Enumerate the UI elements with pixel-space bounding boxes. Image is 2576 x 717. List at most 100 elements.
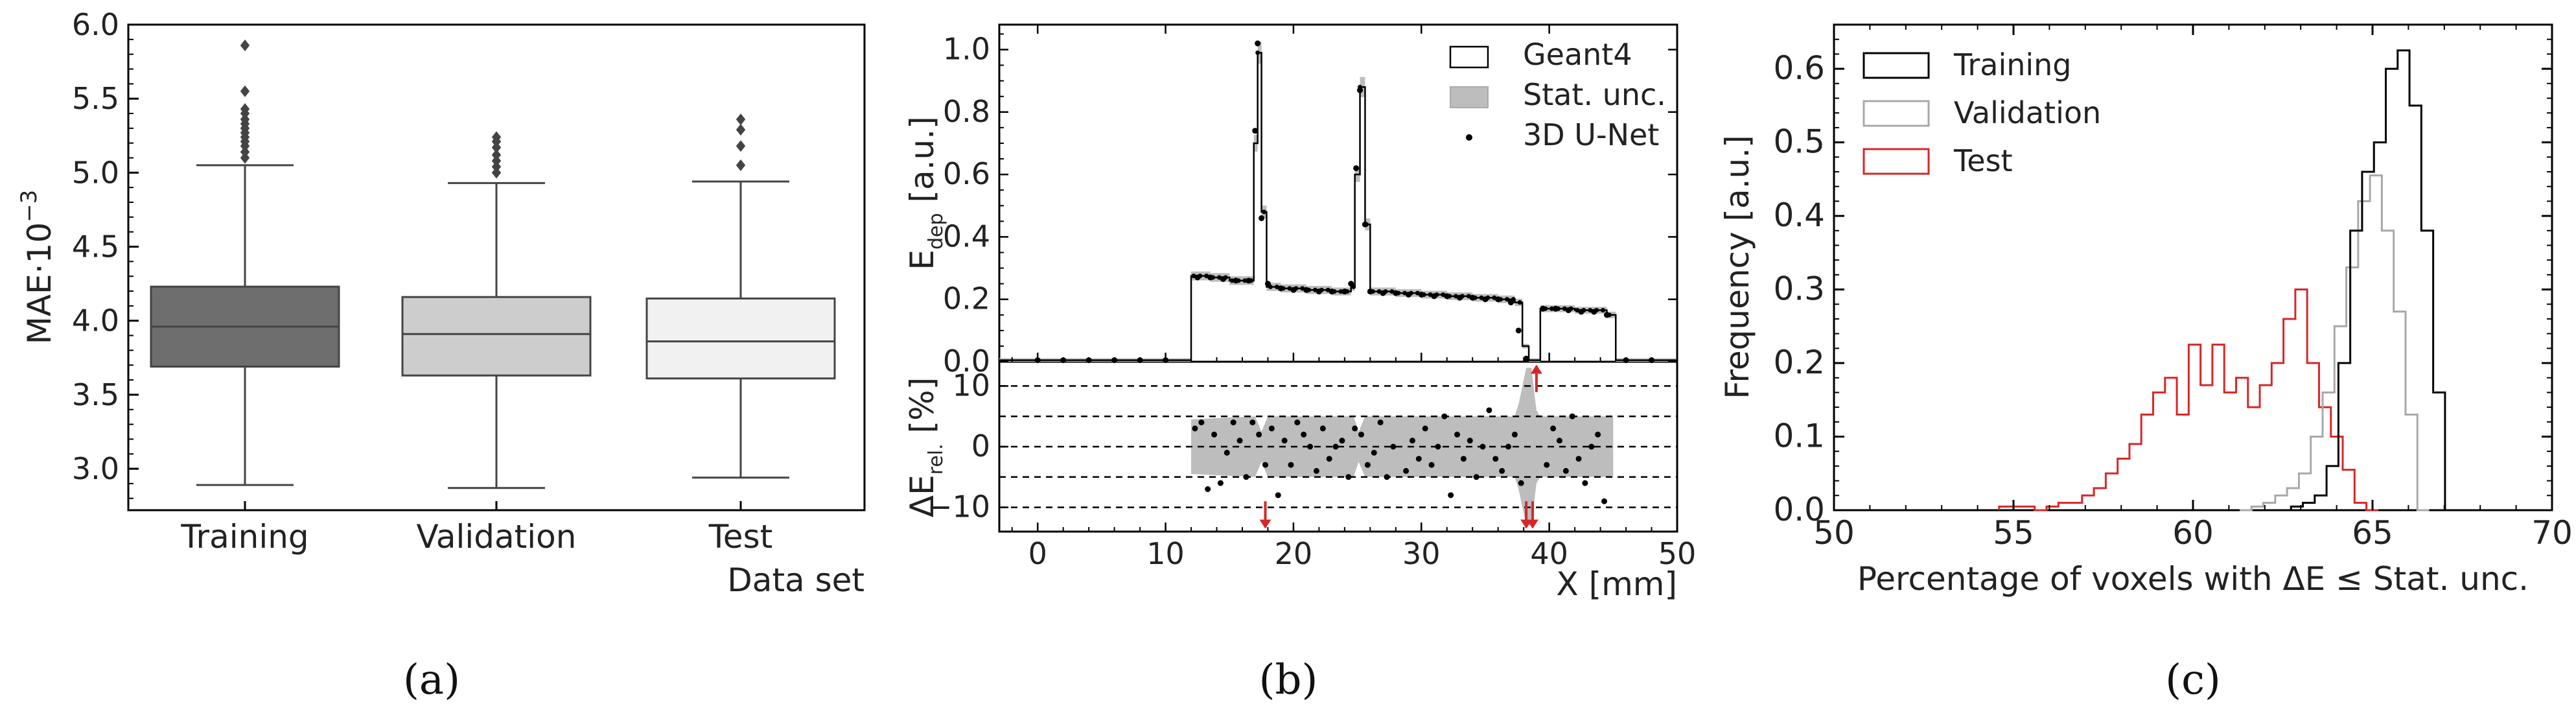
residual-point bbox=[1409, 438, 1415, 444]
y-tick-label: 1.0 bbox=[943, 32, 990, 67]
unet-point bbox=[1312, 287, 1317, 292]
outlier-point bbox=[491, 155, 502, 167]
y-tick-label: 4.0 bbox=[72, 303, 119, 338]
unet-point bbox=[1588, 308, 1593, 313]
y-tick-label: 0.2 bbox=[943, 281, 990, 316]
unet-point bbox=[1281, 286, 1286, 291]
unet-point bbox=[1479, 295, 1484, 300]
panel-c-ticks: 50 55 60 65 70 0.0 0.1 0.2 0.3 0.4 0.5 0.6 bbox=[1773, 25, 2573, 552]
residual-point bbox=[1460, 456, 1467, 462]
box-validation bbox=[401, 131, 592, 489]
x-tick-label: 50 bbox=[1813, 514, 1855, 552]
hist-validation bbox=[2240, 174, 2430, 511]
unet-point bbox=[1523, 355, 1529, 362]
unet-point bbox=[1198, 274, 1203, 279]
residual-point bbox=[1492, 456, 1499, 462]
unet-point bbox=[1332, 289, 1337, 294]
y-tick-label: 0.6 bbox=[943, 156, 990, 191]
panel-c-y-label: Frequency [a.u.] bbox=[1719, 135, 1756, 399]
y-tick-label: 0.2 bbox=[1773, 344, 1825, 381]
residual-point bbox=[1415, 456, 1422, 462]
residual-point bbox=[1192, 425, 1198, 432]
residual-point bbox=[1313, 467, 1319, 474]
residual-point bbox=[1422, 425, 1428, 432]
residual-point bbox=[1352, 425, 1358, 432]
x-category-label: Validation bbox=[417, 518, 577, 556]
residual-point bbox=[1562, 467, 1569, 474]
y-tick-label: 0.8 bbox=[943, 94, 990, 129]
unet-point bbox=[1511, 297, 1516, 302]
residual-points bbox=[1192, 407, 1608, 504]
outlier-point bbox=[240, 152, 250, 164]
unet-point bbox=[1581, 308, 1586, 313]
x-tick-label: 60 bbox=[2172, 514, 2214, 552]
arrow-down-head bbox=[1259, 519, 1271, 529]
residual-point bbox=[1511, 431, 1518, 438]
y-tick-label: 0.1 bbox=[1773, 417, 1825, 455]
unet-point bbox=[1472, 295, 1478, 300]
panel-a-x-categories: Training Validation Test bbox=[180, 501, 772, 556]
panel-b-top-y-label: Edep [a.u.] bbox=[903, 116, 947, 270]
panel-a-boxes bbox=[150, 39, 836, 489]
box-test bbox=[645, 113, 836, 479]
unet-point bbox=[1421, 292, 1426, 297]
y-tick-label: 0.5 bbox=[1773, 123, 1825, 161]
residual-point bbox=[1390, 443, 1397, 450]
residual-point bbox=[1262, 462, 1269, 468]
legend-marker-unet bbox=[1466, 134, 1472, 141]
unet-point bbox=[1249, 278, 1254, 283]
residual-point bbox=[1256, 431, 1262, 438]
unet-point bbox=[1262, 209, 1267, 215]
unet-point bbox=[1555, 306, 1561, 311]
unet-point bbox=[1485, 295, 1491, 300]
unet-point bbox=[1300, 286, 1305, 291]
panel-b-bottom-y-label: ΔErel. [%] bbox=[903, 377, 947, 517]
unet-point bbox=[1601, 308, 1606, 313]
x-tick-label: 40 bbox=[1530, 536, 1568, 571]
unet-point bbox=[1466, 294, 1471, 299]
x-tick-label: 0 bbox=[1028, 536, 1047, 571]
unet-point bbox=[1515, 327, 1522, 334]
residual-point bbox=[1454, 431, 1461, 438]
unet-point bbox=[1408, 290, 1413, 296]
unet-point bbox=[1345, 289, 1350, 294]
residual-point bbox=[1326, 456, 1332, 462]
unet-point bbox=[1505, 297, 1510, 302]
unet-point bbox=[1607, 312, 1612, 318]
residual-point bbox=[1249, 419, 1256, 426]
legend-swatch-validation bbox=[1862, 100, 1930, 127]
y-tick-label: 3.0 bbox=[72, 451, 119, 486]
unet-point bbox=[1259, 215, 1265, 222]
residual-point bbox=[1332, 443, 1339, 450]
unet-point bbox=[1594, 308, 1599, 313]
residual-point bbox=[1224, 449, 1230, 456]
unet-point bbox=[1389, 289, 1395, 294]
panel-c-x-label: Percentage of voxels with ΔE ≤ Stat. unc… bbox=[1857, 560, 2529, 598]
x-tick-label: 65 bbox=[2352, 514, 2393, 552]
panel-c-histograms bbox=[1998, 49, 2457, 511]
unet-point bbox=[1363, 222, 1369, 227]
residual-point bbox=[1403, 467, 1410, 474]
residual-point bbox=[1211, 431, 1218, 438]
box-iqr bbox=[645, 297, 836, 380]
unet-point bbox=[1211, 275, 1216, 280]
panel-c-histogram: 50 55 60 65 70 0.0 0.1 0.2 0.3 0.4 0.5 0.6 Frequenc… bbox=[1719, 23, 2573, 704]
residual-point bbox=[1236, 438, 1243, 444]
panel-c-label: (c) bbox=[2165, 656, 2221, 704]
outlier-point bbox=[491, 161, 502, 173]
residual-point bbox=[1307, 443, 1314, 450]
outlier-point bbox=[240, 39, 250, 51]
unet-point bbox=[1255, 40, 1261, 47]
residual-point bbox=[1377, 419, 1384, 426]
residual-point bbox=[1518, 480, 1524, 486]
unet-point bbox=[1255, 50, 1260, 55]
residual-point bbox=[1275, 492, 1281, 499]
y-tick-label: −10 bbox=[927, 489, 990, 524]
residual-point bbox=[1582, 480, 1588, 486]
residual-point bbox=[1230, 419, 1236, 426]
unet-point bbox=[1325, 287, 1330, 292]
outlier-point bbox=[491, 141, 502, 154]
legend-label-training: Training bbox=[1953, 47, 2072, 82]
legend-label-stat-unc: Stat. unc. bbox=[1523, 77, 1666, 112]
residual-point bbox=[1217, 480, 1224, 486]
